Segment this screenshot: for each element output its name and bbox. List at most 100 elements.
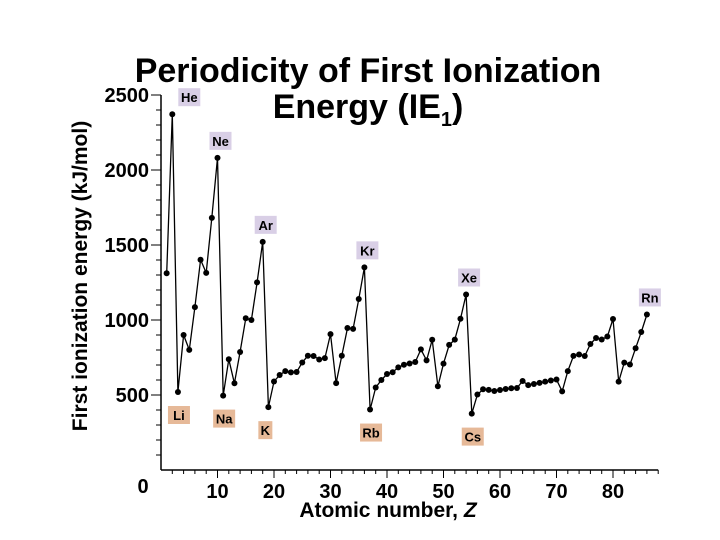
element-label-ar: Ar	[258, 218, 272, 233]
y-tick-label: 2500	[105, 85, 150, 107]
data-point	[338, 352, 345, 359]
data-point	[536, 379, 543, 386]
data-point	[395, 364, 402, 371]
data-point	[203, 269, 210, 276]
data-point	[400, 361, 407, 368]
data-point	[570, 352, 577, 359]
data-point	[598, 336, 605, 343]
data-point	[259, 238, 266, 245]
data-point	[231, 380, 238, 387]
data-point	[344, 324, 351, 331]
chart-title-line2: Energy (IE1)	[273, 88, 464, 131]
data-point	[282, 368, 289, 375]
chart-title-line2-sub: 1	[441, 109, 452, 131]
data-point	[457, 315, 464, 322]
data-point	[191, 304, 198, 311]
chart-title-line2-main: Energy (IE	[273, 88, 441, 126]
element-label-bg	[213, 409, 236, 428]
series-ie1	[163, 111, 650, 417]
data-point	[316, 356, 323, 363]
data-point	[547, 377, 554, 384]
y-tick-label: 2000	[105, 160, 150, 182]
data-point	[417, 346, 424, 353]
axes	[160, 95, 659, 471]
data-point	[355, 296, 362, 302]
data-point	[474, 391, 481, 398]
data-point	[389, 369, 396, 376]
element-label-bg	[258, 421, 273, 440]
data-point	[254, 279, 261, 286]
data-point	[271, 378, 277, 385]
data-point	[372, 384, 379, 391]
data-point	[237, 348, 244, 355]
element-label-bg	[638, 288, 661, 307]
x-tick-label: 60	[489, 481, 511, 503]
data-point	[163, 270, 170, 277]
element-label-na: Na	[216, 412, 233, 427]
data-point	[406, 360, 413, 367]
data-point	[632, 345, 639, 352]
element-label-li: Li	[173, 408, 185, 423]
series-line	[166, 114, 648, 414]
data-point	[564, 368, 571, 375]
x-tick-label: 50	[432, 481, 454, 503]
data-point	[350, 325, 357, 332]
data-point	[485, 386, 492, 393]
data-point	[491, 387, 498, 394]
data-point	[468, 410, 475, 417]
data-point	[502, 386, 509, 392]
data-point	[333, 380, 340, 387]
data-point	[367, 406, 374, 413]
data-point	[559, 388, 566, 395]
x-tick-label: 80	[602, 481, 624, 503]
data-point	[440, 360, 447, 367]
element-label-xe: Xe	[461, 271, 477, 286]
data-point	[310, 353, 317, 359]
data-point	[186, 346, 193, 353]
data-point	[615, 378, 622, 385]
data-point	[287, 369, 294, 376]
y-tick-label: 500	[116, 385, 149, 407]
data-point	[604, 333, 611, 340]
x-tick-label: 70	[545, 481, 567, 503]
x-tick-label: 30	[319, 481, 341, 503]
element-label-bg	[356, 241, 379, 260]
x-axis-variable: Z	[463, 499, 478, 522]
data-point	[530, 381, 537, 388]
data-point	[242, 315, 249, 322]
data-point	[384, 371, 390, 377]
data-point	[508, 385, 515, 392]
data-point	[304, 352, 311, 359]
data-point	[299, 359, 306, 366]
data-point	[214, 154, 221, 161]
y-tick-label: 1500	[105, 235, 150, 257]
data-point	[220, 392, 227, 399]
element-label-k: K	[261, 423, 271, 438]
data-point	[513, 384, 520, 391]
element-label-bg	[209, 131, 232, 150]
data-point	[174, 389, 181, 395]
data-point	[169, 111, 176, 118]
data-point	[643, 311, 650, 318]
element-label-kr: Kr	[360, 243, 374, 258]
data-point	[587, 341, 594, 347]
data-point	[610, 315, 616, 322]
data-point	[621, 359, 628, 366]
element-label-bg	[167, 406, 190, 424]
data-point	[638, 329, 645, 335]
element-label-bg	[461, 427, 484, 446]
data-point	[248, 317, 255, 323]
x-tick-label: 40	[376, 481, 398, 503]
data-point	[519, 378, 526, 385]
chart-title-line2-end: )	[452, 88, 463, 126]
data-point	[429, 336, 436, 343]
data-point	[553, 376, 560, 383]
x-tick-label: 20	[263, 481, 285, 503]
data-point	[434, 383, 441, 390]
data-point	[593, 335, 600, 341]
data-point	[576, 351, 583, 358]
y-axis-label: First ionization energy (kJ/mol)	[69, 121, 92, 431]
data-point	[276, 372, 283, 379]
